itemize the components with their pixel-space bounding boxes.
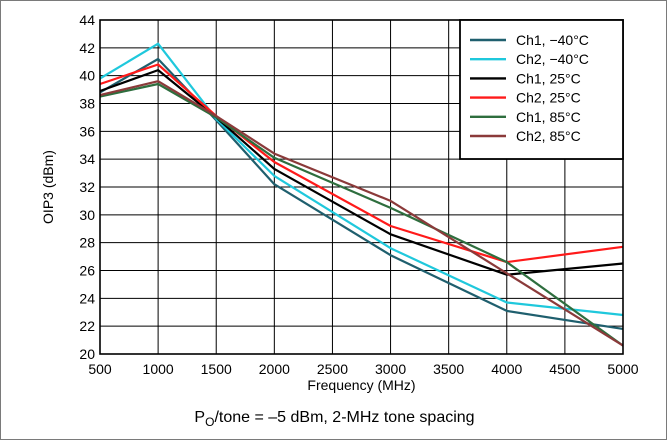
x-tick-label: 3000	[375, 361, 406, 377]
y-tick-label: 42	[79, 40, 95, 56]
y-tick-label: 32	[79, 179, 95, 195]
y-tick-label: 30	[79, 207, 95, 223]
x-tick-label: 4000	[491, 361, 522, 377]
x-tick-label: 5000	[607, 361, 638, 377]
plot-area	[99, 19, 624, 355]
footnote-p: P	[194, 409, 206, 426]
y-tick-label: 38	[79, 96, 95, 112]
x-tick-label: 3500	[433, 361, 464, 377]
x-tick-label: 2000	[259, 361, 290, 377]
footnote-text: /tone = –5 dBm, 2-MHz tone spacing	[214, 409, 475, 426]
legend-label: Ch1, −40°C	[516, 32, 589, 48]
legend-label: Ch1, 25°C	[516, 70, 581, 86]
chart-series	[99, 42, 624, 347]
series-line-3	[99, 68, 624, 276]
x-tick-label: 4500	[549, 361, 580, 377]
x-tick-label: 2500	[317, 361, 348, 377]
y-tick-labels: 20 22 24 26 28 30 32 34 36 38 40 42 44	[79, 12, 95, 362]
legend-label: Ch2, −40°C	[516, 51, 589, 67]
y-tick-label: 34	[79, 151, 95, 167]
x-tick-label: 1000	[143, 361, 174, 377]
y-axis-label: OIP3 (dBm)	[40, 150, 56, 224]
footnote-subscript: O	[205, 415, 215, 430]
series-line-2	[99, 42, 624, 317]
x-axis-label: Frequency (MHz)	[307, 377, 415, 393]
x-tick-labels: 500 1000 1500 2000 2500 3000 3500 4000 4500 5000	[88, 361, 638, 377]
series-line-6	[99, 80, 624, 347]
legend-label: Ch2, 25°C	[516, 90, 581, 106]
y-tick-label: 22	[79, 318, 95, 334]
oip3-chart: 500 1000 1500 2000 2500 3000 3500 4000 4500 5000 …	[40, 12, 639, 393]
footnote: PO/tone = –5 dBm, 2-MHz tone spacing	[1, 409, 667, 429]
legend-label: Ch1, 85°C	[516, 109, 581, 125]
y-tick-label: 26	[79, 263, 95, 279]
x-tick-label: 1500	[201, 361, 232, 377]
series-line-1	[99, 57, 624, 330]
series-line-5	[99, 82, 624, 347]
y-tick-label: 28	[79, 235, 95, 251]
y-tick-label: 40	[79, 68, 95, 84]
y-tick-label: 20	[79, 346, 95, 362]
x-tick-label: 500	[88, 361, 112, 377]
y-tick-label: 24	[79, 290, 95, 306]
y-tick-label: 36	[79, 123, 95, 139]
y-tick-label: 44	[79, 12, 95, 28]
legend-label: Ch2, 85°C	[516, 128, 581, 144]
legend: Ch1, −40°C Ch2, −40°C Ch1, 25°C Ch2, 25°C Ch…	[459, 19, 624, 160]
